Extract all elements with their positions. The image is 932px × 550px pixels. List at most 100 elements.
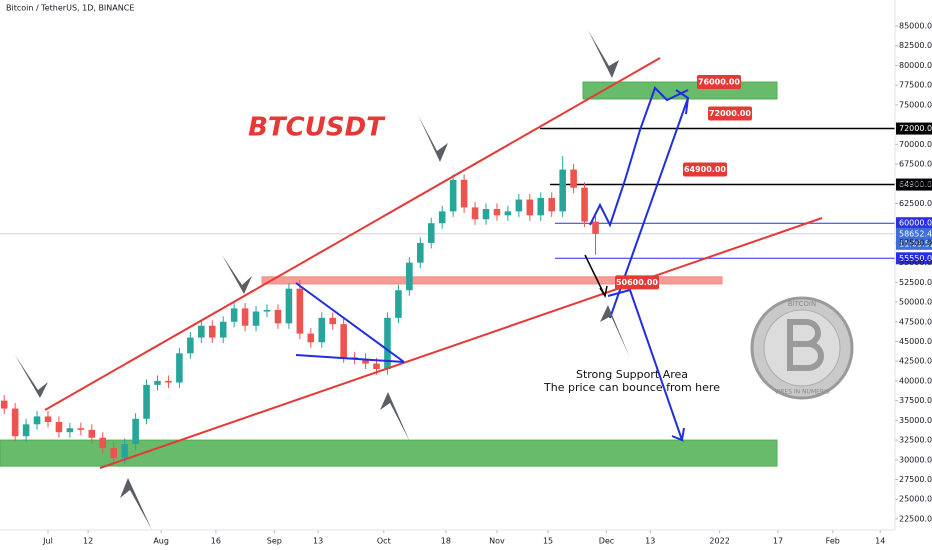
candle-body: [66, 428, 74, 433]
coin-face: [763, 309, 841, 387]
callout-label: 50600.00: [616, 278, 658, 287]
candle-body: [329, 317, 336, 325]
level-tag: [896, 122, 932, 135]
pointer-arrows: [15, 30, 630, 530]
y-tick-label: 77500.00: [899, 81, 932, 90]
y-tick-label: 47500.00: [899, 317, 932, 326]
candle-body: [340, 324, 347, 358]
channel-bottom: [99, 217, 823, 469]
y-tick-label: 67500.00: [899, 160, 932, 169]
last-price-tag: [896, 227, 932, 250]
candle-body: [11, 408, 19, 437]
pointer: [120, 478, 152, 530]
callout-box: [615, 275, 659, 290]
x-tick-label: Jul: [42, 537, 53, 546]
candle-body: [592, 221, 599, 234]
callout-box: [683, 162, 727, 177]
candle-body: [252, 311, 260, 326]
triangle-line: [295, 354, 405, 363]
x-tick-label: 13: [313, 537, 323, 546]
coin-text: VIRES IN NUMERIS: [774, 389, 830, 396]
candle-body: [176, 353, 183, 383]
level-tag: [896, 252, 932, 265]
level-tag-label: 55550.00: [899, 254, 932, 263]
x-tick-label: Aug: [153, 537, 169, 546]
level-tag-label: 72000.00: [899, 124, 932, 133]
x-tick-label: 18: [441, 537, 451, 546]
candle-body: [427, 223, 435, 243]
candle-body: [110, 447, 117, 459]
candle-body: [395, 290, 402, 318]
y-tick-label: 32500.00: [899, 436, 932, 445]
countdown: 11:03:52: [899, 239, 932, 248]
annotation: Strong Support Area: [576, 368, 688, 381]
forecast-arrow: [584, 254, 608, 298]
heading: BTCUSDT: [248, 113, 386, 143]
candle-body: [581, 187, 588, 222]
x-tick-label: 13: [645, 537, 655, 546]
candle-body: [33, 416, 41, 425]
candle-body: [373, 363, 380, 370]
candle-body: [406, 262, 413, 291]
candle-body: [44, 416, 52, 422]
candle-body: [460, 179, 468, 208]
candle-body: [88, 429, 96, 438]
x-tick-label: Feb: [826, 537, 840, 546]
x-tick-label: 17: [773, 537, 783, 546]
candle-body: [165, 380, 172, 383]
coin: BITCOIN VIRES IN NUMERIS: [750, 296, 854, 400]
candle-body: [187, 337, 194, 354]
candle-body: [154, 380, 161, 385]
coin-symbol: [787, 319, 824, 371]
candle-body: [143, 384, 150, 419]
forecast-path: [607, 288, 685, 442]
y-tick-label: 25000.00: [899, 495, 932, 504]
y-tick-label: 42500.00: [899, 357, 932, 366]
candle-body: [526, 199, 534, 216]
candle-body: [296, 288, 304, 334]
callout-label: 76000.00: [698, 78, 740, 87]
forecast-path: [609, 89, 690, 319]
candle-body: [318, 317, 326, 343]
zone: [261, 276, 723, 285]
candle-body: [384, 317, 391, 370]
y-tick-label: 57500.00: [899, 238, 932, 247]
candle-body: [77, 428, 85, 430]
candle-body: [263, 309, 271, 312]
y-tick-label: 27500.00: [899, 475, 932, 484]
candle-body: [307, 333, 315, 343]
callout-box: [708, 106, 752, 121]
callout-label: 64900.00: [684, 165, 726, 174]
candle-body: [570, 169, 577, 188]
candle-body: [548, 197, 555, 212]
y-tick-label: 35000.00: [899, 416, 932, 425]
y-tick-label: 75000.00: [899, 100, 932, 109]
x-tick-label: Sep: [267, 537, 282, 546]
overlay-layer: 72000.00 64900.00 60000.00 55550.00 58652.48…: [615, 75, 932, 290]
candles-layer: [0, 156, 599, 464]
channel-top: [44, 57, 661, 411]
candle-body: [121, 444, 128, 459]
forecast-path: [589, 86, 689, 228]
coin-text: BITCOIN: [788, 300, 816, 308]
x-tick-label: 14: [875, 537, 885, 546]
candle-body: [362, 358, 369, 364]
y-tick-label: 50000.00: [899, 298, 932, 307]
x-tick-label: 12: [83, 537, 93, 546]
y-tick-label: 62500.00: [899, 199, 932, 208]
y-tick-label: 40000.00: [899, 376, 932, 385]
candle-body: [219, 321, 227, 338]
y-tick-label: 70000.00: [899, 140, 932, 149]
candle-body: [208, 325, 216, 338]
y-tick-label: 30000.00: [899, 455, 932, 464]
triangle-line: [295, 282, 405, 363]
x-tick-label: Oct: [377, 537, 391, 546]
candle-body: [417, 242, 424, 263]
level-tag: [896, 178, 932, 191]
y-tick-label: 45000.00: [899, 337, 932, 346]
candle-body: [198, 325, 205, 338]
level-tag-label: 64900.00: [899, 180, 932, 189]
pointer: [418, 115, 448, 162]
